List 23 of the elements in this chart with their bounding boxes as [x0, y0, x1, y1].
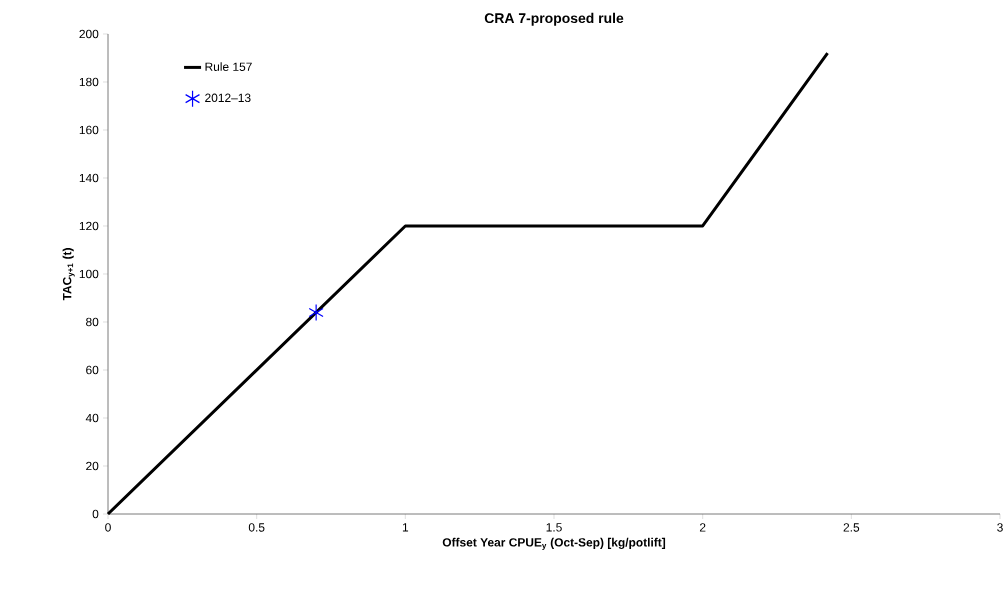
legend-label: Rule 157 [205, 62, 252, 71]
legend-label: 2012–13 [205, 93, 251, 103]
x-axis-title: Offset Year CPUE$_{y}$ (Oct-Sep) [kg/potlift] [442, 537, 666, 550]
x-tick-label: 2 [699, 523, 706, 532]
y-tick-label: 60 [86, 365, 99, 375]
x-tick-label: 3 [997, 523, 1003, 532]
x-tick-label: 1.5 [546, 523, 562, 532]
x-tick-label: 1 [402, 523, 409, 532]
y-axis-title: TAC$_{y+1}$ (t) [62, 248, 75, 301]
y-tick-label: 200 [79, 29, 99, 39]
x-tick-label: 0.5 [248, 523, 265, 532]
y-tick-label: 0 [92, 509, 99, 519]
x-tick-label: 0 [105, 523, 111, 532]
y-tick-label: 40 [85, 413, 99, 423]
chart-title: CRA 7-proposed rule [484, 12, 624, 26]
y-tick-label: 80 [86, 317, 99, 327]
y-tick-label: 140 [79, 173, 99, 183]
x-tick-label: 2.5 [843, 523, 860, 532]
y-tick-label: 100 [79, 269, 99, 279]
y-tick-label: 180 [79, 77, 99, 87]
y-tick-label: 160 [79, 125, 99, 135]
y-tick-label: 120 [79, 221, 99, 231]
y-tick-label: 20 [86, 461, 99, 471]
